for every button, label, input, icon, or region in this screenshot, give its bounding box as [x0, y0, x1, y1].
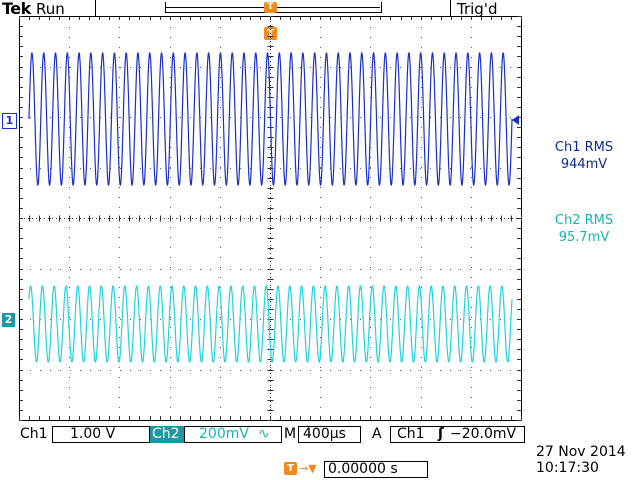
timebase-value: 400µs	[303, 426, 346, 442]
trigger-source: Ch1	[397, 426, 425, 442]
ch2-scale: 200mV	[199, 426, 249, 442]
bandwidth-limit-icon: ∿	[258, 426, 270, 442]
ch1-rms-label: Ch1 RMS	[554, 140, 614, 155]
position-marker: T	[284, 462, 297, 475]
ch2-scale-box[interactable]	[184, 426, 282, 443]
trigger-record-marker: T	[264, 2, 277, 13]
timebase-box[interactable]	[298, 426, 361, 443]
brand-logo: Tek	[2, 0, 31, 18]
timebase-label: M	[284, 426, 297, 442]
run-status: Run	[36, 0, 65, 18]
ch1-scale: 1.00 V	[70, 426, 116, 442]
ch2-rms-measurement: Ch2 RMS 95.7mV	[540, 212, 628, 246]
header-divider	[95, 0, 96, 17]
trigger-box[interactable]	[390, 426, 525, 443]
ch2-label: Ch2	[150, 426, 185, 443]
ch2-ground-marker[interactable]: 2	[2, 313, 15, 327]
ch1-scale-box[interactable]	[52, 426, 150, 443]
ch1-waveform	[28, 51, 513, 187]
header-divider-right	[450, 0, 451, 17]
trigger-level-arrow-icon	[512, 115, 519, 125]
waveform-display	[19, 16, 522, 421]
ch2-waveform	[28, 285, 513, 363]
ch2-rms-label: Ch2 RMS	[554, 213, 614, 228]
ch1-rms-measurement: Ch1 RMS 944mV	[540, 139, 628, 173]
position-arrow-icon: →▼	[299, 462, 317, 475]
trigger-status: Trig'd	[457, 0, 498, 18]
position-box[interactable]	[324, 461, 428, 478]
ch1-rms-value: 944mV	[560, 157, 608, 172]
ch1-ground-marker[interactable]: 1	[2, 113, 17, 129]
trigger-slope-icon: ʃ	[438, 426, 444, 442]
position-value: 0.00000 s	[328, 461, 398, 477]
time-text: 10:17:30	[536, 460, 599, 476]
trigger-level: −20.0mV	[450, 426, 517, 442]
trigger-mode-label: A	[372, 426, 382, 442]
ch2-rms-value: 95.7mV	[558, 230, 610, 245]
date-text: 27 Nov 2014	[536, 444, 626, 460]
date-time: 27 Nov 2014 10:17:30	[536, 444, 626, 476]
ch1-label: Ch1	[20, 426, 48, 442]
